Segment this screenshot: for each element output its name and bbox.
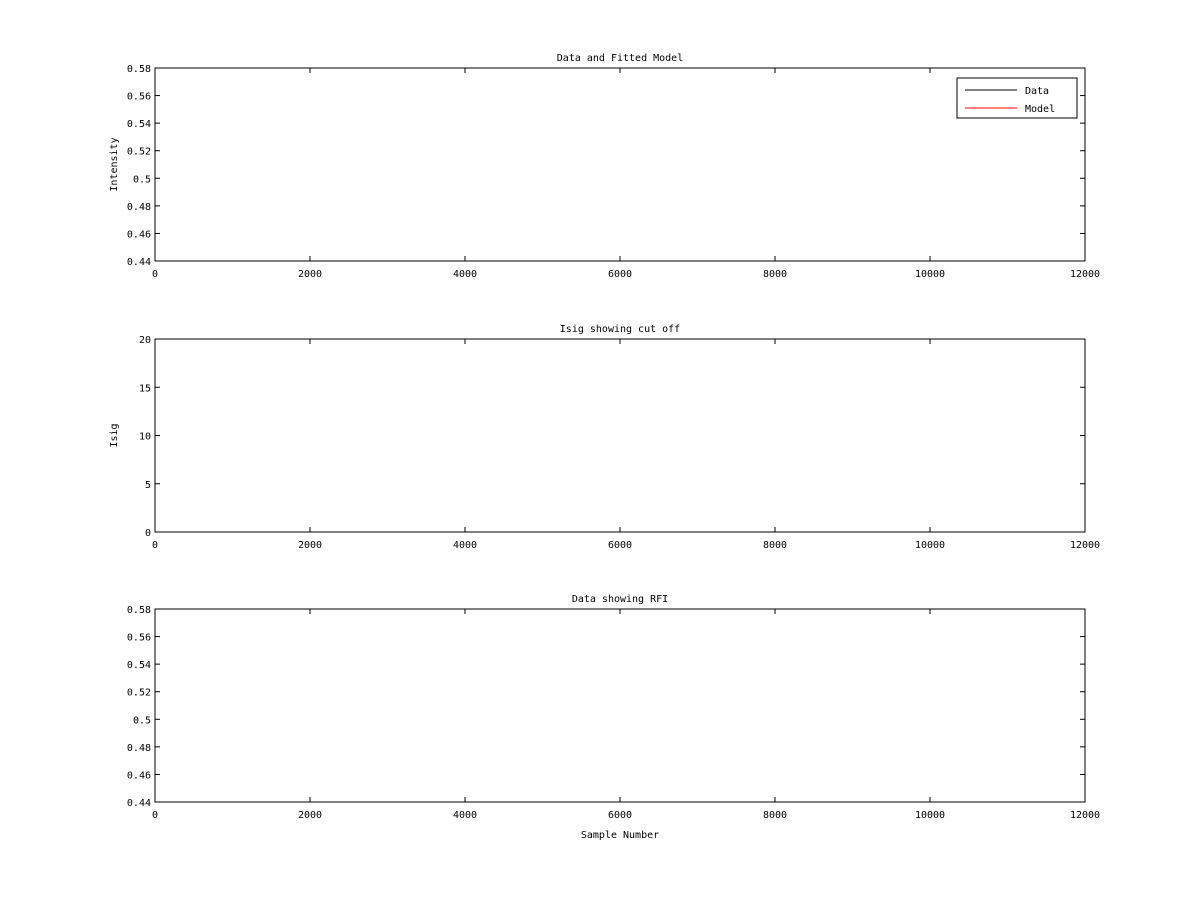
- legend: Data Model: [956, 77, 1078, 119]
- legend-box: [956, 77, 1078, 119]
- y-tick-label: 0: [145, 528, 151, 539]
- axes-frame: [154, 338, 1086, 533]
- y-tick-label: 0.5: [133, 715, 151, 726]
- x-tick-label: 10000: [915, 540, 945, 551]
- y-tick-label: 0.56: [127, 633, 151, 644]
- x-tick-label: 12000: [1070, 269, 1100, 280]
- axes-title: Data and Fitted Model: [557, 53, 683, 64]
- x-tick-label: 0: [152, 269, 158, 280]
- axes-frame: [154, 67, 1086, 262]
- x-tick-label: 12000: [1070, 540, 1100, 551]
- x-tick-label: 10000: [915, 810, 945, 821]
- x-tick-label: 0: [152, 540, 158, 551]
- axes-data-showing-rfi: 0 2000 4000 6000 8000 10000 12000 0.44 0.46 0.48 0…: [127, 594, 1100, 841]
- y-tick-label: 5: [145, 480, 151, 491]
- y-tick-label: 0.46: [127, 770, 151, 781]
- y-tick-label: 0.54: [127, 660, 151, 671]
- x-tick-label: 4000: [453, 269, 477, 280]
- x-tick-label: 4000: [453, 540, 477, 551]
- y-tick-label: 0.48: [127, 202, 151, 213]
- y-tick-label: 20: [139, 335, 151, 346]
- x-tick-label: 2000: [298, 269, 322, 280]
- x-tick-label: 8000: [763, 540, 787, 551]
- axes-title: Isig showing cut off: [560, 324, 680, 335]
- y-tick-label: 0.44: [127, 798, 151, 809]
- x-tick-label: 12000: [1070, 810, 1100, 821]
- axes-frame: [154, 608, 1086, 803]
- x-tick-label: 10000: [915, 269, 945, 280]
- y-axis-label: Isig: [109, 423, 120, 447]
- x-axis-label: Sample Number: [581, 830, 659, 841]
- legend-label-data: Data: [1025, 86, 1049, 97]
- y-tick-label: 0.5: [133, 174, 151, 185]
- x-tick-label: 6000: [608, 540, 632, 551]
- axes-title: Data showing RFI: [572, 594, 668, 605]
- y-tick-label: 15: [139, 383, 151, 394]
- x-tick-label: 2000: [298, 540, 322, 551]
- axes-isig-cutoff: 0 2000 4000 6000 8000 10000 12000 0 5 10 15 20 Isig …: [109, 324, 1100, 551]
- y-tick-label: 0.58: [127, 64, 151, 75]
- y-tick-label: 0.46: [127, 229, 151, 240]
- x-tick-label: 4000: [453, 810, 477, 821]
- x-tick-label: 2000: [298, 810, 322, 821]
- x-tick-label: 8000: [763, 810, 787, 821]
- axes-data-and-fitted-model: 0 2000 4000 6000 8000 10000 12000 0.44 0.46 0.48 0…: [109, 53, 1100, 280]
- x-tick-label: 6000: [608, 269, 632, 280]
- y-tick-label: 10: [139, 432, 151, 443]
- y-tick-label: 0.58: [127, 605, 151, 616]
- x-tick-label: 0: [152, 810, 158, 821]
- y-tick-label: 0.48: [127, 743, 151, 754]
- y-tick-label: 0.52: [127, 688, 151, 699]
- y-tick-label: 0.54: [127, 119, 151, 130]
- x-tick-label: 8000: [763, 269, 787, 280]
- y-tick-label: 0.44: [127, 257, 151, 268]
- y-axis-label: Intensity: [109, 137, 120, 191]
- legend-label-model: Model: [1025, 104, 1055, 115]
- y-tick-label: 0.52: [127, 147, 151, 158]
- x-tick-label: 6000: [608, 810, 632, 821]
- y-tick-label: 0.56: [127, 92, 151, 103]
